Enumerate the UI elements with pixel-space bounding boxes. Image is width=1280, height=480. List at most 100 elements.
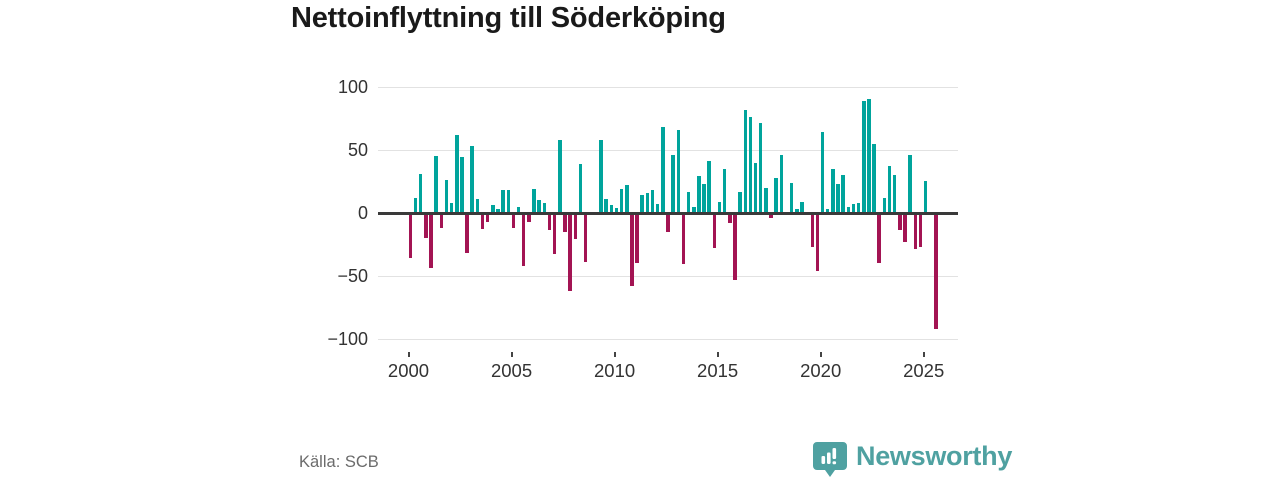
bar (552, 214, 557, 255)
bar (769, 214, 773, 218)
y-axis-tick-label: 100 (337, 76, 368, 97)
bar (908, 154, 912, 213)
bar (862, 100, 866, 213)
bar (578, 163, 583, 213)
bar (655, 204, 660, 213)
bar (439, 214, 444, 228)
bar (465, 214, 469, 254)
bar (697, 176, 701, 213)
bar (532, 189, 536, 213)
y-gridline (378, 86, 958, 88)
bar (491, 205, 495, 213)
x-axis-tick-label: 2020 (800, 360, 842, 381)
x-axis-tick (716, 352, 719, 357)
bar (614, 207, 619, 213)
bar (501, 190, 505, 213)
x-axis-tick (819, 352, 822, 357)
bar (619, 189, 624, 213)
x-axis-tick (922, 352, 925, 357)
bar (789, 182, 794, 213)
bar (480, 214, 485, 230)
bar (563, 214, 567, 232)
bar (429, 214, 433, 269)
x-axis-tick (407, 352, 410, 357)
bar (666, 214, 670, 232)
bar (815, 214, 820, 271)
bar (872, 143, 876, 213)
bar (764, 187, 768, 213)
bar (934, 214, 938, 329)
bar (887, 166, 892, 213)
bar (743, 109, 748, 213)
bar (779, 154, 784, 213)
bar (558, 139, 562, 213)
bar (707, 161, 711, 213)
x-axis-tick-label: 2010 (594, 360, 636, 381)
bar (825, 209, 830, 213)
bar (434, 156, 438, 213)
bar (702, 183, 706, 213)
bar (485, 214, 490, 222)
y-axis-tick-label: −50 (337, 266, 368, 287)
brand-wordmark: Newsworthy (856, 441, 1013, 471)
y-gridline (378, 276, 958, 278)
brand-logo: Newsworthy (813, 440, 1012, 480)
bar (537, 200, 541, 213)
x-axis-tick (510, 352, 513, 357)
y-axis-tick-label: 50 (347, 139, 368, 160)
bar (599, 139, 603, 213)
bar (516, 206, 521, 213)
bar (882, 197, 887, 213)
bar (568, 214, 572, 291)
bar (460, 157, 464, 213)
bar (733, 214, 737, 280)
bar (475, 199, 480, 213)
bar (496, 209, 500, 213)
bar (748, 117, 753, 213)
bar (640, 195, 644, 213)
bar (573, 214, 577, 240)
bar (841, 175, 845, 213)
bar (918, 214, 923, 247)
bar (635, 214, 639, 264)
bar (547, 214, 552, 231)
bar (898, 214, 902, 231)
bar (728, 214, 732, 223)
bar (903, 214, 907, 242)
bar (681, 214, 686, 265)
bar (671, 154, 675, 213)
bar (418, 173, 423, 213)
bar (800, 201, 804, 213)
bar (692, 206, 696, 213)
zero-baseline (378, 212, 958, 215)
bar (686, 191, 691, 213)
x-axis-tick-label: 2005 (490, 360, 533, 381)
bar (470, 146, 474, 213)
y-axis-tick-label: 0 (357, 203, 368, 223)
bar (846, 206, 851, 213)
x-axis-tick-label: 2000 (387, 360, 430, 381)
bar (506, 190, 511, 213)
bar (511, 214, 516, 228)
bar (717, 201, 722, 213)
bar (753, 162, 758, 213)
x-axis-tick (613, 352, 616, 357)
bar (836, 183, 840, 213)
bar (449, 202, 454, 213)
bar (913, 214, 918, 250)
bar (408, 214, 413, 259)
bar (527, 214, 531, 222)
bar (795, 209, 799, 213)
y-gridline (378, 339, 958, 341)
bar (604, 199, 608, 213)
x-axis-tick-label: 2025 (903, 360, 945, 381)
bar (877, 214, 881, 264)
bar (851, 204, 856, 213)
bar (810, 214, 814, 247)
bar (676, 129, 681, 213)
bar (444, 180, 449, 213)
bar (774, 177, 778, 213)
bar (542, 202, 547, 213)
bar (712, 214, 717, 249)
